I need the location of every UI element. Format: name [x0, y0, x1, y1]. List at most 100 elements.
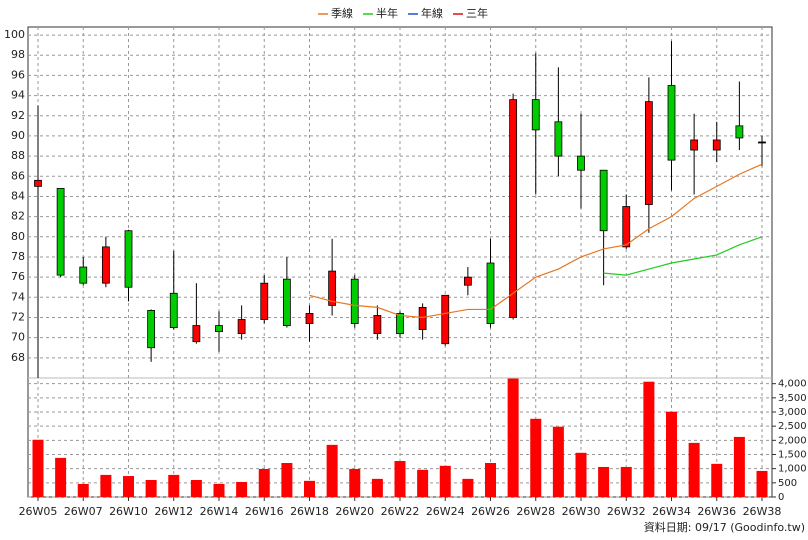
candle-body [124, 230, 133, 288]
x-tick-label: 26W24 [426, 505, 465, 518]
x-tick-label: 26W28 [516, 505, 555, 518]
volume-bar [711, 463, 723, 497]
x-tick-label: 26W18 [290, 505, 329, 518]
candle-body [56, 187, 65, 276]
y2-tick-label: 1,000 [778, 464, 807, 475]
y2-tick-label: 2,500 [778, 421, 807, 432]
candle-body [554, 121, 563, 157]
volume-bar [258, 468, 270, 497]
y-tick-label: 98 [11, 48, 25, 61]
volume-bar [575, 452, 587, 497]
volume-bar [123, 476, 134, 497]
y2-tick-label: 4,000 [778, 379, 807, 390]
y2-tick-label: 1,500 [778, 450, 807, 461]
volume-bar [349, 468, 361, 497]
candle-body [147, 310, 156, 349]
y-tick-label: 70 [11, 331, 25, 344]
y-tick-label: 82 [11, 210, 25, 223]
y-tick-label: 92 [11, 109, 25, 122]
volume-bar [552, 426, 564, 497]
y-tick-label: 90 [11, 129, 25, 142]
y2-tick-label: 3,000 [778, 407, 807, 418]
y2-tick-label: 3,500 [778, 393, 807, 404]
volume-bar [530, 418, 542, 497]
candle-body [237, 319, 246, 335]
y-tick-label: 96 [11, 68, 25, 81]
y-tick-label: 84 [11, 189, 25, 202]
volume-bar [236, 481, 248, 497]
legend-label: 三年 [466, 6, 488, 20]
candle-body [101, 246, 110, 284]
candle-body [260, 282, 269, 320]
candle-body [418, 306, 427, 330]
x-tick-label: 26W14 [200, 505, 239, 518]
candle-body [667, 85, 676, 161]
candle-body [735, 125, 744, 139]
volume-bar [168, 474, 180, 497]
candle-body [396, 313, 404, 335]
legend-label: 半年 [376, 6, 398, 20]
volume-bar [643, 381, 655, 497]
volume-bar [688, 442, 700, 497]
candle-body [599, 169, 608, 232]
y-tick-label: 76 [11, 270, 25, 283]
candle-body [509, 99, 518, 318]
y-tick-label: 94 [11, 89, 25, 102]
x-tick-label: 26W34 [652, 505, 691, 518]
volume-bar [100, 474, 112, 497]
volume-bar [304, 480, 315, 497]
volume-bar [281, 463, 293, 497]
volume-bar [190, 480, 202, 497]
candle-body [690, 139, 699, 151]
x-tick-label: 26W32 [607, 505, 646, 518]
x-tick-label: 26W22 [381, 505, 420, 518]
volume-bar [462, 478, 474, 497]
y2-tick-label: 500 [778, 478, 797, 489]
x-tick-label: 26W12 [154, 505, 193, 518]
x-tick-label: 26W07 [64, 505, 103, 518]
volume-bar [439, 465, 451, 497]
ma-line [309, 163, 763, 319]
y-tick-label: 80 [11, 230, 25, 243]
x-tick-label: 26W16 [245, 505, 284, 518]
candle-body [463, 276, 472, 286]
source-note: 資料日期: 09/17 (Goodinfo.tw) [644, 520, 805, 534]
candle-body [577, 155, 585, 171]
volume-bar [620, 466, 632, 497]
volume-bar [371, 478, 383, 497]
y-tick-label: 88 [11, 149, 25, 162]
x-tick-label: 26W20 [335, 505, 374, 518]
candle-body [305, 313, 314, 324]
y-tick-label: 100 [4, 28, 25, 41]
candle-body [441, 294, 450, 345]
volume-bar [394, 461, 406, 497]
volume-bar [145, 480, 157, 497]
candle-body [34, 179, 42, 187]
y2-tick-label: 0 [778, 492, 784, 503]
ma-line [603, 236, 763, 276]
y-tick-label: 78 [11, 250, 25, 263]
candle-body [282, 278, 291, 326]
candle-body [486, 262, 495, 324]
candle-body [192, 325, 201, 343]
candle-body [758, 141, 766, 144]
y-tick-label: 68 [11, 351, 25, 364]
volume-bar [485, 463, 496, 497]
candle-body [622, 206, 631, 248]
candle-body [712, 139, 721, 151]
volume-bar [32, 439, 44, 497]
candle-body [644, 101, 653, 205]
y-tick-label: 72 [11, 310, 25, 323]
candle-body [350, 278, 359, 324]
x-tick-label: 26W30 [562, 505, 601, 518]
volume-bar [598, 466, 610, 497]
candle-body [373, 315, 382, 335]
x-tick-label: 26W05 [19, 505, 58, 518]
volume-bar [507, 378, 519, 497]
y-tick-label: 86 [11, 169, 25, 182]
y-tick-label: 74 [11, 290, 25, 303]
legend-label: 季線 [331, 6, 353, 20]
candle-body [531, 99, 540, 131]
